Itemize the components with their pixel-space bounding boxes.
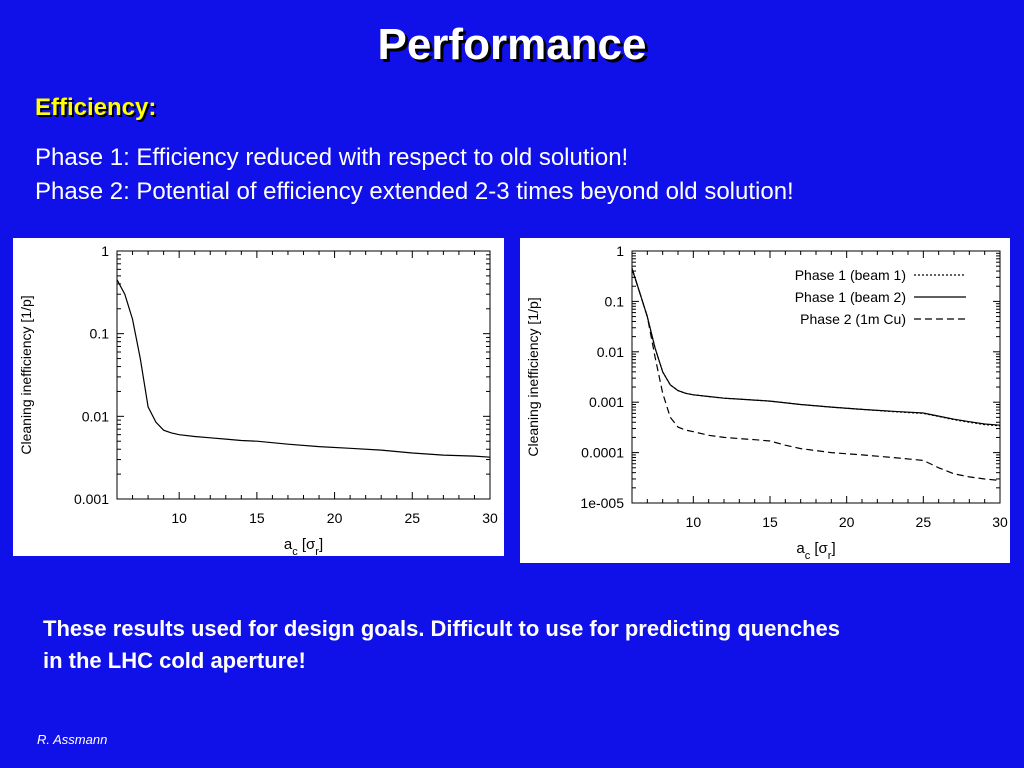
- y-tick-label: 1: [101, 243, 109, 259]
- x-tick-label: 25: [916, 514, 932, 530]
- x-tick-label: 10: [686, 514, 702, 530]
- phase1-statement: Phase 1: Efficiency reduced with respect…: [35, 144, 629, 171]
- y-tick-label: 0.0001: [581, 445, 624, 461]
- chart-panel-right: 1 0.1 0.01 0.001 0.0001 1e-005 10 15 20 25 30 ac [σ…: [520, 238, 1010, 563]
- x-tick-label: 20: [327, 510, 343, 526]
- conclusion-line-2: in the LHC cold aperture!: [43, 648, 306, 673]
- efficiency-subheading: Efficiency:: [35, 94, 157, 121]
- x-axis-label: ac [σr]: [284, 536, 323, 556]
- inefficiency-chart-right: 1 0.1 0.01 0.001 0.0001 1e-005 10 15 20 25 30 ac [σ…: [525, 243, 1008, 562]
- y-tick-label: 0.01: [82, 408, 109, 424]
- inefficiency-chart-left: 1 0.1 0.01 0.001 10 15 20 25 30 ac [σr] Cleaning i…: [18, 243, 498, 556]
- chart-panel-left: 1 0.1 0.01 0.001 10 15 20 25 30 ac [σr] Cleaning i…: [13, 238, 504, 556]
- x-tick-label: 25: [405, 510, 421, 526]
- conclusion-note: These results used for design goals. Dif…: [43, 613, 993, 677]
- x-tick-label: 15: [762, 514, 778, 530]
- slide-title: Performance: [377, 20, 647, 69]
- x-tick-label: 15: [249, 510, 265, 526]
- plot-frame: [116, 250, 491, 500]
- conclusion-line-1: These results used for design goals. Dif…: [43, 616, 841, 641]
- legend-label: Phase 1 (beam 1): [795, 267, 906, 283]
- author-footer: R. Assmann: [37, 732, 108, 747]
- series-line: [116, 279, 491, 458]
- legend-label: Phase 1 (beam 2): [795, 289, 906, 305]
- y-tick-label: 0.001: [74, 491, 109, 507]
- x-tick-label: 30: [482, 510, 498, 526]
- y-tick-label: 1e-005: [580, 495, 624, 511]
- x-axis-label: ac [σr]: [796, 540, 835, 562]
- legend-label: Phase 2 (1m Cu): [800, 311, 906, 327]
- x-tick-label: 20: [839, 514, 855, 530]
- y-tick-label: 1: [616, 243, 624, 259]
- x-tick-label: 10: [171, 510, 187, 526]
- y-axis-label: Cleaning inefficiency [1/p]: [18, 295, 34, 454]
- series-line-phase-1-beam-2: [631, 268, 1001, 426]
- y-axis-label: Cleaning inefficiency [1/p]: [525, 297, 541, 456]
- x-tick-label: 30: [992, 514, 1008, 530]
- y-tick-label: 0.001: [589, 394, 624, 410]
- y-tick-label: 0.1: [90, 326, 110, 342]
- series-line-phase-2-1m-cu: [631, 268, 1001, 482]
- phase2-statement: Phase 2: Potential of efficiency extende…: [35, 178, 794, 205]
- y-tick-label: 0.01: [597, 344, 624, 360]
- y-tick-label: 0.1: [605, 293, 625, 309]
